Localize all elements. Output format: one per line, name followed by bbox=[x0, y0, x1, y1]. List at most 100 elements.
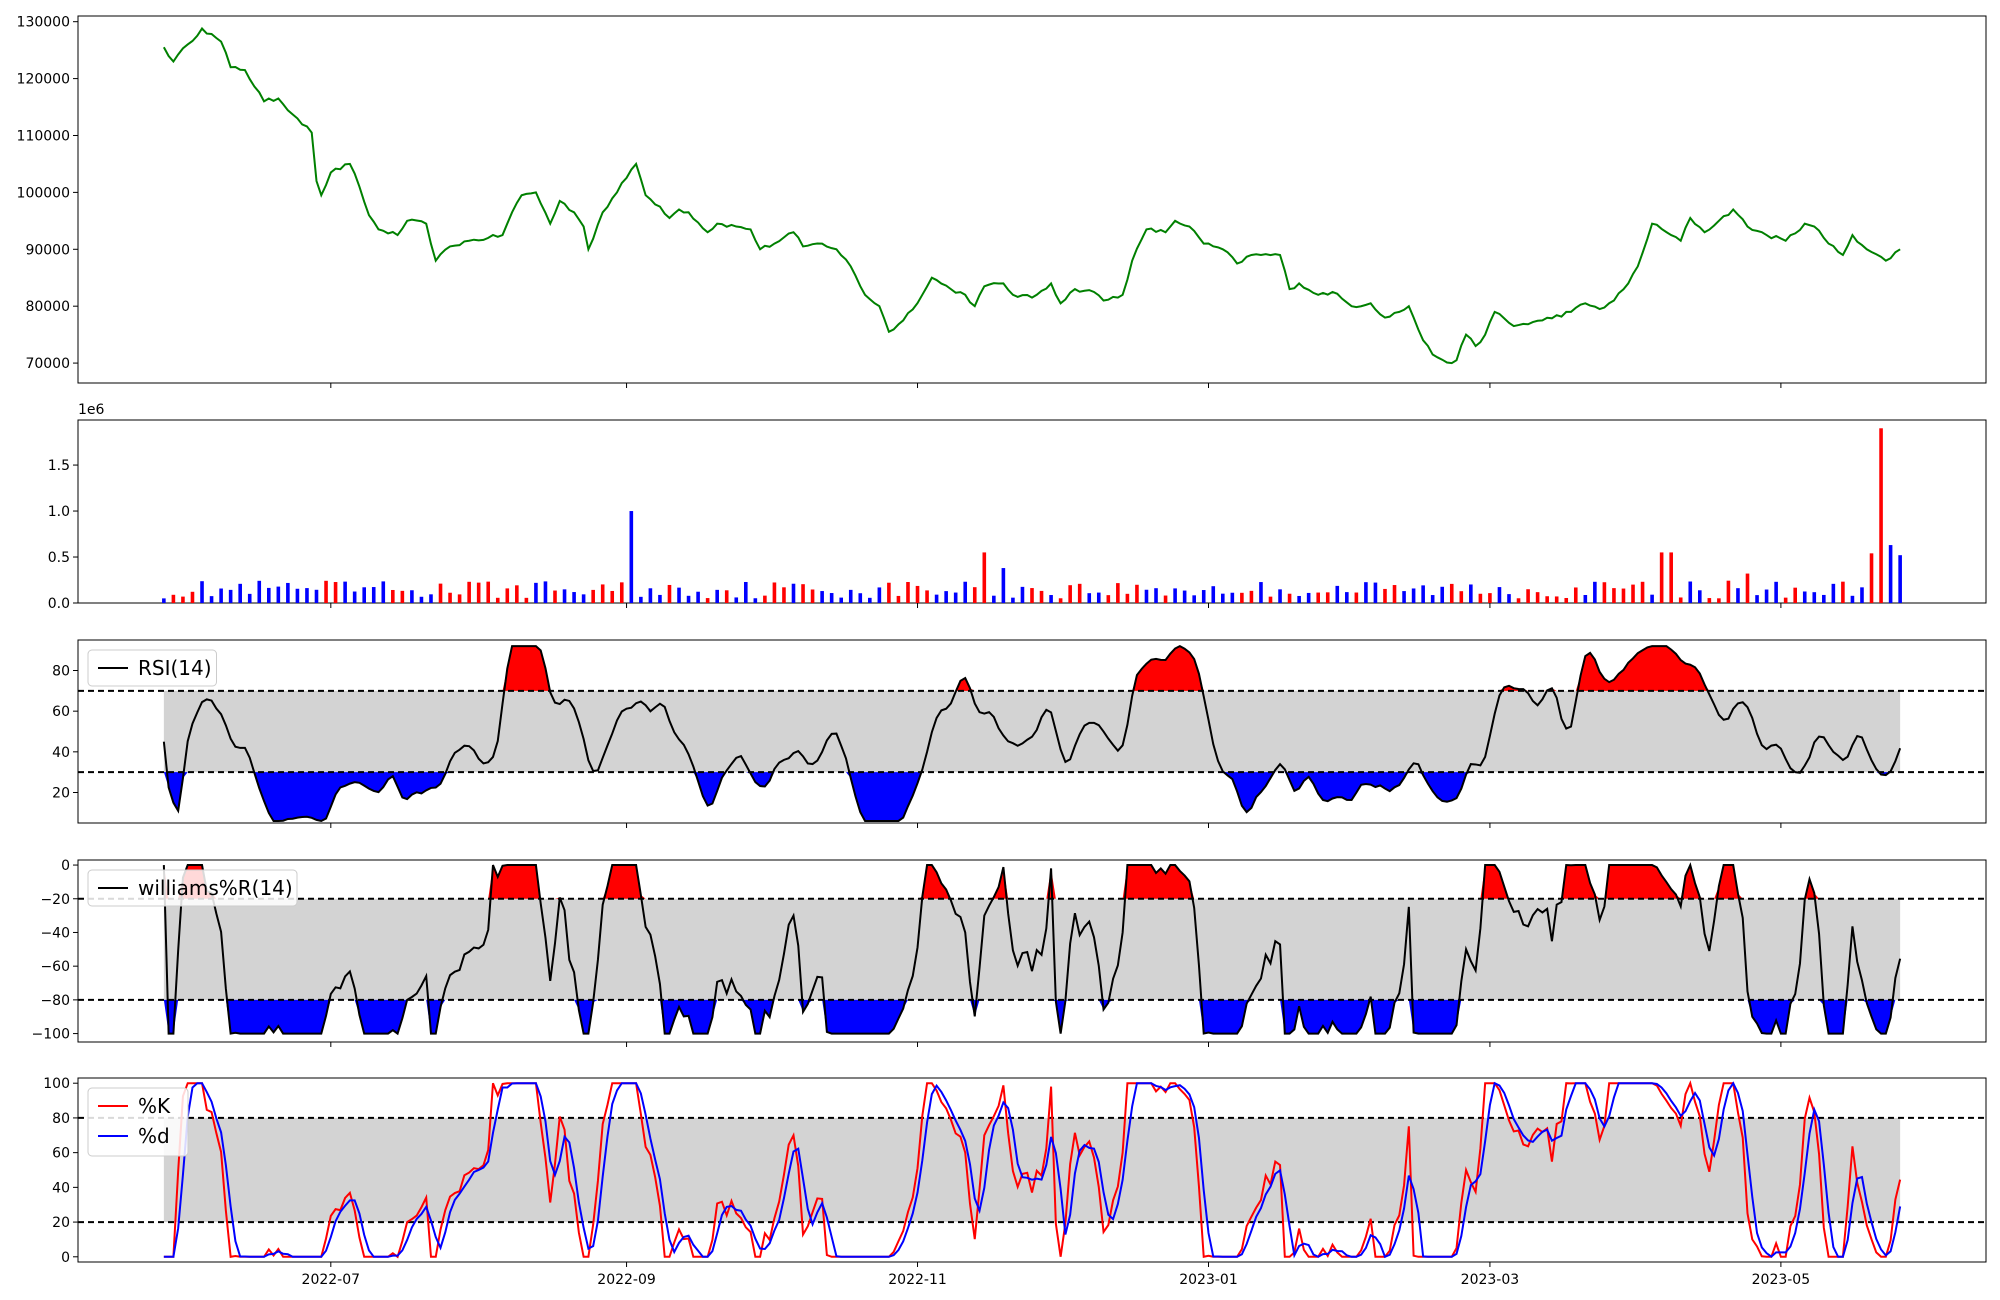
volume-bar bbox=[410, 590, 414, 603]
volume-bar bbox=[591, 589, 595, 603]
volume-bar bbox=[1583, 595, 1588, 603]
volume-bar bbox=[305, 588, 309, 603]
volume-bar bbox=[515, 585, 519, 603]
volume-bar bbox=[1192, 595, 1196, 603]
y-tick-label: −60 bbox=[40, 959, 70, 975]
volume-bar bbox=[572, 592, 576, 603]
volume-bar bbox=[1058, 598, 1063, 603]
volume-bar bbox=[1621, 588, 1626, 603]
volume-bar bbox=[1888, 545, 1893, 603]
volume-bar bbox=[1096, 592, 1101, 603]
oversold-fill bbox=[163, 999, 1901, 1034]
volume-bar bbox=[667, 584, 672, 603]
y-tick-label: 80000 bbox=[25, 299, 70, 315]
volume-bar bbox=[1802, 591, 1807, 603]
volume-bar bbox=[171, 594, 176, 603]
volume-bar bbox=[314, 589, 319, 603]
volume-panel: 0.0 0.5 1.0 1.5 1e6 bbox=[48, 402, 1987, 612]
neutral-band bbox=[163, 690, 1901, 773]
y-tick-label: 110000 bbox=[17, 128, 70, 144]
volume-bar bbox=[1049, 595, 1053, 603]
overbought-fill bbox=[163, 865, 1901, 899]
y-tick-label: 60 bbox=[52, 1146, 70, 1162]
volume-bar bbox=[658, 594, 662, 603]
k-series-line bbox=[163, 1080, 1902, 1259]
volume-bar bbox=[868, 597, 872, 603]
volume-bar bbox=[1793, 587, 1797, 603]
plot-frame bbox=[77, 639, 1987, 824]
volume-bar bbox=[181, 596, 185, 603]
volume-bar bbox=[1736, 588, 1740, 603]
volume-bar bbox=[1249, 590, 1254, 603]
volume-bar bbox=[1755, 595, 1759, 603]
y-tick-label: 90000 bbox=[25, 242, 70, 258]
volume-bar bbox=[162, 598, 166, 603]
volume-bar bbox=[1335, 585, 1340, 603]
volume-bar bbox=[982, 552, 987, 603]
volume-bar bbox=[1469, 584, 1473, 603]
stochastic-panel: 0 20 40 60 80 100 2022-07 2022-09 2022-11 2023-01… bbox=[43, 1076, 1987, 1288]
volume-bar bbox=[286, 582, 290, 603]
volume-bar bbox=[1478, 593, 1483, 603]
y-tick-label: 70000 bbox=[25, 356, 70, 372]
volume-bar bbox=[1116, 583, 1120, 603]
legend-box bbox=[87, 649, 217, 687]
overbought-fill bbox=[163, 646, 1901, 691]
volume-bar bbox=[1106, 595, 1111, 603]
neutral-band bbox=[163, 1117, 1901, 1223]
volume-bar bbox=[1230, 592, 1235, 603]
x-tick-label: 2023-01 bbox=[1179, 1272, 1238, 1288]
volume-bar bbox=[257, 580, 262, 603]
neutral-band bbox=[163, 898, 1901, 1000]
volume-bar bbox=[1268, 596, 1273, 603]
volume-bar bbox=[944, 591, 948, 603]
volume-bar bbox=[1678, 597, 1683, 603]
d-series-line bbox=[163, 1081, 1902, 1259]
volume-bar bbox=[267, 587, 271, 603]
legend-label: williams%R(14) bbox=[138, 876, 293, 900]
volume-bar bbox=[1182, 590, 1187, 603]
volume-bar bbox=[848, 589, 853, 603]
volume-bar bbox=[734, 597, 739, 603]
y-tick-label: 0 bbox=[61, 858, 70, 874]
volume-bar bbox=[887, 582, 891, 603]
volume-bar bbox=[992, 595, 996, 603]
volume-bar bbox=[1879, 428, 1883, 603]
volume-bar bbox=[915, 585, 920, 603]
x-tick-label: 2023-03 bbox=[1461, 1272, 1520, 1288]
volume-bar bbox=[972, 587, 977, 603]
volume-offset-label: 1e6 bbox=[78, 402, 105, 418]
volume-bar bbox=[610, 590, 615, 603]
volume-bar bbox=[677, 587, 681, 603]
volume-bar bbox=[600, 584, 605, 603]
plot-frame bbox=[77, 15, 1987, 384]
volume-bar bbox=[209, 596, 214, 603]
volume-bar bbox=[371, 587, 376, 603]
volume-bar bbox=[190, 591, 195, 603]
volume-bar bbox=[839, 597, 843, 603]
volume-bar bbox=[1364, 582, 1368, 603]
volume-bar bbox=[1392, 585, 1397, 603]
x-tick-label: 2022-09 bbox=[597, 1272, 656, 1288]
volume-bar bbox=[686, 595, 691, 603]
volume-bar bbox=[1430, 595, 1435, 603]
volume-bar bbox=[1211, 586, 1216, 603]
volume-bar bbox=[1860, 587, 1864, 603]
volume-bar bbox=[457, 594, 462, 603]
volume-bar bbox=[1087, 593, 1092, 603]
oversold-fill bbox=[163, 772, 1901, 821]
volume-bar bbox=[1650, 594, 1654, 603]
volume-bar bbox=[553, 590, 557, 603]
volume-bar bbox=[801, 584, 805, 603]
volume-bar bbox=[1144, 589, 1149, 603]
volume-bar bbox=[1163, 595, 1168, 603]
volume-bar bbox=[1306, 592, 1311, 603]
volume-bar bbox=[467, 581, 471, 603]
volume-bar bbox=[581, 594, 586, 603]
volume-bar bbox=[906, 582, 910, 603]
volume-bar bbox=[1612, 588, 1616, 603]
volume-bar bbox=[1774, 581, 1778, 603]
legend-label: %d bbox=[138, 1124, 170, 1148]
indicator-line bbox=[162, 862, 1902, 1036]
y-tick-label: 40 bbox=[52, 745, 70, 761]
